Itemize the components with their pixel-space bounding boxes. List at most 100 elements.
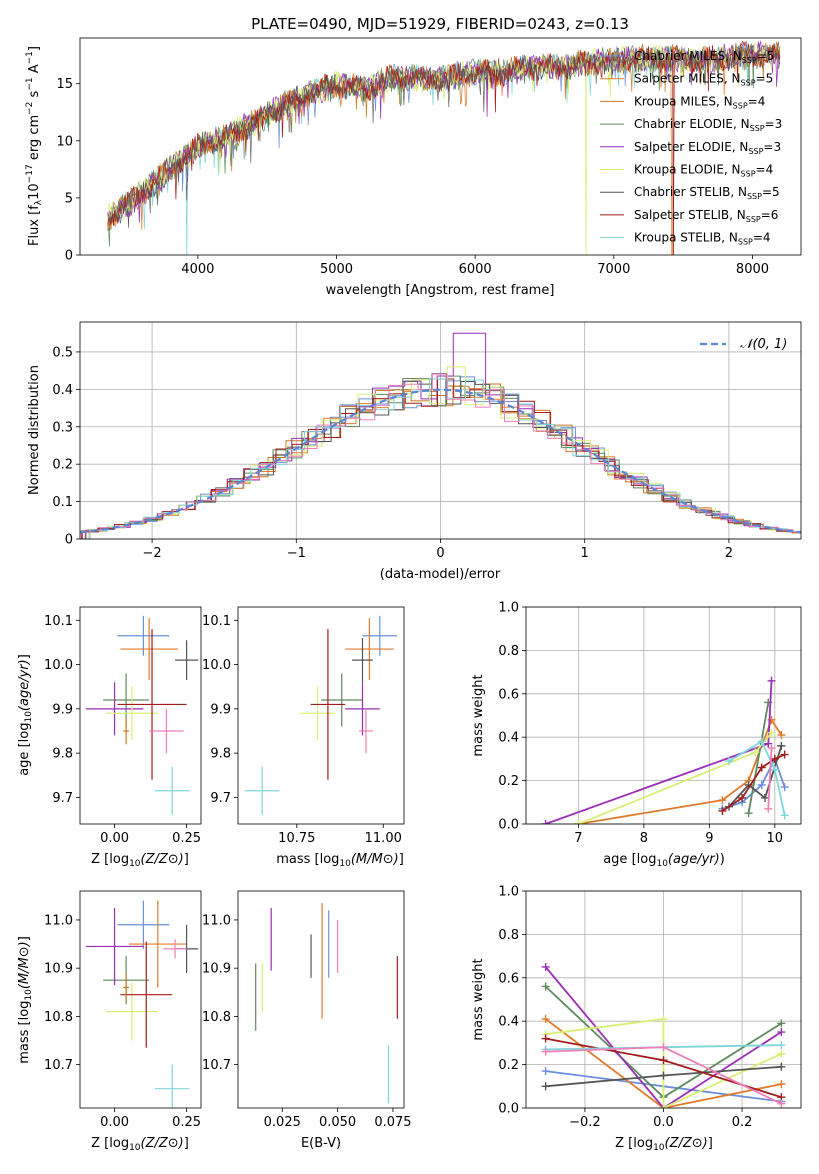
weight-marker — [767, 676, 776, 685]
x-tick-label: 0.0 — [653, 1115, 674, 1130]
x-tick-label: 0.25 — [172, 831, 201, 846]
y-tick-label: 1.0 — [498, 885, 519, 900]
weight-marker — [777, 1041, 786, 1050]
x-tick-label: 10 — [767, 831, 784, 846]
x-tick-label: 0.00 — [100, 1115, 129, 1130]
x-tick-label: 10.75 — [278, 831, 315, 846]
weight-series — [728, 745, 783, 808]
weight-marker — [777, 1062, 786, 1071]
weight-marker — [770, 754, 779, 763]
x-axis-label: Z [log10(Z/Z⊙)] — [91, 1136, 189, 1153]
weight-lines — [541, 962, 786, 1108]
legend: Chabrier MILES, NSSP=5 Salpeter MILES, NS… — [600, 49, 782, 247]
y-tick-label: 0.3 — [52, 420, 73, 435]
panel-residuals: −2 −1 0 1 2 0 0.1 0.2 0.3 0.4 0.5 (data-model)/erro… — [27, 321, 802, 582]
histogram-series — [85, 373, 801, 539]
weight-marker — [757, 737, 766, 746]
y-tick-label: 0.6 — [498, 687, 519, 702]
y-tick-label: 0.8 — [498, 644, 519, 659]
weight-marker — [764, 804, 773, 813]
x-tick-label: −1 — [287, 546, 306, 561]
y-tick-label: 0.0 — [498, 1102, 519, 1117]
x-tick-label: 0.025 — [264, 1115, 301, 1130]
weight-marker — [777, 741, 786, 750]
histograms — [80, 332, 801, 539]
y-tick-label: 10.0 — [202, 658, 231, 673]
weight-marker — [541, 820, 550, 824]
errorbars — [244, 615, 398, 816]
errorbars — [255, 903, 398, 1104]
x-tick-label: 0.00 — [100, 831, 129, 846]
y-tick-label: 10.9 — [202, 962, 231, 977]
legend-entry: Kroupa MILES, NSSP=4 — [634, 94, 765, 110]
y-axis-label: Flux [fλ10−17 erg cm−2 s−1 A−1] — [25, 46, 44, 246]
y-tick-label: 15 — [56, 77, 73, 92]
spectrum-series — [107, 40, 781, 223]
x-tick-label: 2 — [725, 546, 733, 561]
weight-marker — [541, 1047, 550, 1056]
x-tick-label: 6000 — [459, 262, 492, 277]
axes-frame — [525, 890, 802, 1109]
x-tick-label: −0.2 — [569, 1115, 601, 1130]
axes-frame — [79, 321, 802, 540]
weight-marker — [574, 820, 583, 824]
weight-marker — [541, 1082, 550, 1091]
y-tick-label: 9.8 — [210, 747, 231, 762]
y-tick-label: 10.7 — [44, 1058, 73, 1073]
weight-lines — [541, 676, 789, 824]
y-tick-label: 9.7 — [52, 791, 73, 806]
y-tick-label: 0.4 — [52, 383, 73, 398]
y-tick-label: 0.4 — [498, 731, 519, 746]
x-tick-label: 7 — [574, 831, 582, 846]
spectrum-lines — [107, 40, 781, 255]
y-tick-label: 10 — [56, 134, 73, 149]
histogram-series — [88, 383, 801, 539]
histogram-series — [85, 375, 801, 539]
histogram-series — [84, 376, 801, 539]
legend-entry: Chabrier STELIB, NSSP=5 — [634, 185, 780, 201]
spectrum-series — [107, 41, 781, 228]
weight-marker — [780, 750, 789, 759]
panel-age_vs_mass: 10.75 11.00 9.7 9.8 9.9 10.0 10.1 mass [log10(M… — [202, 606, 405, 869]
y-tick-label: 11.0 — [44, 913, 73, 928]
y-tick-label: 10.8 — [44, 1010, 73, 1025]
x-tick-label: 0.050 — [319, 1115, 356, 1130]
y-tick-label: 10.1 — [202, 614, 231, 629]
weight-marker — [780, 783, 789, 792]
y-axis-label: age [log10(age/yr)] — [17, 654, 34, 776]
x-axis-label: wavelength [Angstrom, rest frame] — [326, 283, 555, 298]
panel-spectrum: 4000 5000 6000 7000 8000 0 5 10 15 wavelength [An… — [25, 37, 802, 298]
weight-marker — [659, 1015, 668, 1024]
y-tick-label: 0.2 — [498, 774, 519, 789]
weight-marker — [767, 728, 776, 737]
x-tick-label: 8 — [640, 831, 648, 846]
legend-entry: Salpeter ELODIE, NSSP=3 — [634, 140, 781, 156]
weight-marker — [777, 1028, 786, 1037]
weight-marker — [541, 1015, 550, 1024]
y-axis-label: mass [log10(M/M⊙)] — [17, 936, 34, 1064]
legend-entry: Salpeter STELIB, NSSP=6 — [634, 208, 778, 224]
weight-marker — [541, 982, 550, 991]
weight-marker — [541, 962, 550, 971]
y-tick-label: 10.9 — [44, 962, 73, 977]
y-tick-label: 10.0 — [44, 658, 73, 673]
legend-entry: Kroupa STELIB, NSSP=4 — [634, 231, 771, 247]
axes-frame — [79, 606, 202, 825]
y-tick-label: 0.1 — [52, 495, 73, 510]
y-tick-label: 0.5 — [52, 345, 73, 360]
x-axis-label: (data-model)/error — [380, 567, 501, 582]
weight-marker — [767, 744, 776, 753]
weight-marker — [777, 1080, 786, 1089]
weight-marker — [738, 793, 747, 802]
x-axis-label: Z [log10(Z/Z⊙)] — [91, 852, 189, 869]
weight-marker — [764, 739, 773, 748]
x-tick-label: 1 — [581, 546, 589, 561]
legend-entry: Salpeter MILES, NSSP=5 — [634, 72, 773, 88]
y-tick-label: 5 — [65, 191, 73, 206]
x-tick-label: 9 — [705, 831, 713, 846]
axes-frame — [79, 890, 202, 1109]
y-tick-label: 10.1 — [44, 614, 73, 629]
weight-marker — [757, 763, 766, 772]
weight-marker — [757, 780, 766, 789]
weight-marker — [541, 1067, 550, 1076]
